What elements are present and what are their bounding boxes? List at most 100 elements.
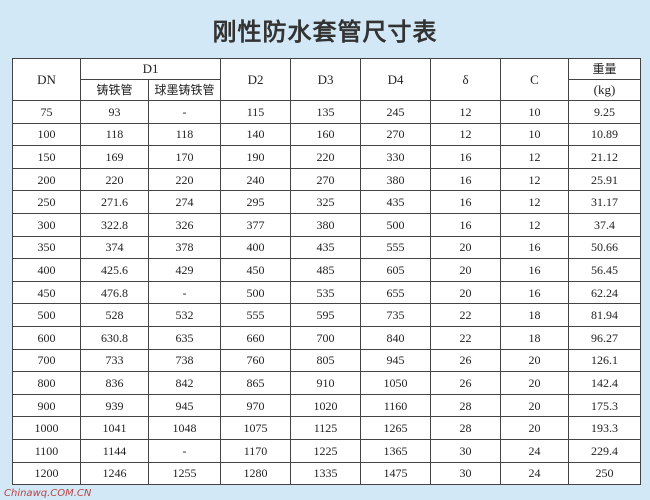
table-cell: 20 [500,393,570,418]
table-cell: 300 [12,212,81,237]
table-cell: 240 [220,167,292,192]
header-cell: 球墨铸铁管 [147,79,222,101]
table-cell: 326 [147,212,222,237]
table-cell: 595 [290,303,362,327]
table-cell: 738 [147,348,222,373]
table-cell: 12 [500,190,570,214]
table-row: 75 93-115 135 245 12 10 9.25 [12,100,642,124]
table-cell: 1000 [12,416,81,440]
table-row: 1200 1246 1255 1280 1335 1475 30 24 250 [12,461,642,486]
table-cell: 535 [290,280,362,305]
table-cell: 429 [147,258,222,282]
table-cell: 28 [430,393,502,418]
table-cell: 75 [12,100,81,124]
table-cell: 1041 [80,416,149,440]
table-cell: 118 [80,122,149,147]
table-cell: - [147,100,222,124]
table-cell: 160 [290,122,362,147]
table-cell: 100 [12,122,81,147]
table-cell: 20 [500,416,570,440]
table-cell: 26 [430,371,502,395]
table-cell: 250 [12,190,81,214]
table-cell: 555 [220,303,292,327]
table-cell: 1255 [147,461,222,486]
table-cell: 142.4 [568,371,642,395]
table-cell: 30 [430,438,502,463]
table-cell: 22 [430,325,502,350]
header-cell: D2 [220,58,292,101]
table-row: 300 322.8 326 377 380 500 16 12 37.4 [12,212,642,237]
table-cell: 1335 [290,461,362,486]
table-cell: 1050 [360,371,432,395]
size-table: DN D1 D2 D3 D4 δ C 重量 铸铁管 球墨铸铁管 (kg) 75 9… [12,58,642,486]
table-cell: 425.6 [80,258,149,282]
table-cell: 220 [80,167,149,192]
table-cell: 450 [220,258,292,282]
table-cell: 22 [430,303,502,327]
table-cell: 1225 [290,438,362,463]
table-cell: 271.6 [80,190,149,214]
table-cell: 450 [12,280,81,305]
table-cell: 528 [80,303,149,327]
table-cell: 229.4 [568,438,642,463]
table-cell: 1144 [80,438,149,463]
table-cell: 1075 [220,416,292,440]
table-cell: 735 [360,303,432,327]
header-cell: D3 [290,58,362,101]
table-cell: 1100 [12,438,81,463]
table-cell: 700 [290,325,362,350]
table-cell: 28 [430,416,502,440]
table-cell: 378 [147,235,222,260]
table-cell: 24 [500,461,570,486]
table-cell: 18 [500,325,570,350]
table-cell: - [147,280,222,305]
table-cell: 30 [430,461,502,486]
table-row: 700 733 738 760 805 945 26 20 126.1 [12,348,642,373]
table-cell: 169 [80,145,149,169]
table-cell: 118 [147,122,222,147]
table-cell: 16 [430,190,502,214]
table-cell: 939 [80,393,149,418]
table-body: 75 93-115 135 245 12 10 9.25 100 118 118 140 160 270… [12,100,642,486]
table-cell: 1365 [360,438,432,463]
table-cell: 135 [290,100,362,124]
table-cell: 56.45 [568,258,642,282]
header-cell: δ [430,58,502,101]
table-cell: 274 [147,190,222,214]
table-row: 450 476.8-500 535 655 20 16 62.24 [12,280,642,305]
table-cell: 115 [220,100,292,124]
header-cell: C [500,58,570,101]
table-cell: 20 [500,348,570,373]
table-cell: 532 [147,303,222,327]
table-cell: 1170 [220,438,292,463]
table-cell: 12 [500,145,570,169]
table-cell: 20 [430,280,502,305]
table-cell: 380 [290,212,362,237]
table-cell: 733 [80,348,149,373]
table-cell: 220 [147,167,222,192]
table-row: 500 528 532 555 595 735 22 18 81.94 [12,303,642,327]
table-cell: 476.8 [80,280,149,305]
table-cell: 1246 [80,461,149,486]
table-cell: 10 [500,100,570,124]
table-cell: 140 [220,122,292,147]
header-cell: 铸铁管 [80,79,149,101]
header-cell: (kg) [568,79,642,101]
table-cell: 170 [147,145,222,169]
table-cell: 96.27 [568,325,642,350]
header-cell: DN [12,58,81,101]
table-cell: 1160 [360,393,432,418]
table-cell: 12 [500,212,570,237]
table-cell: 630.8 [80,325,149,350]
table-cell: 31.17 [568,190,642,214]
table-cell: 245 [360,100,432,124]
table-cell: 1280 [220,461,292,486]
table-cell: 150 [12,145,81,169]
table-cell: 600 [12,325,81,350]
table-cell: - [147,438,222,463]
table-cell: 555 [360,235,432,260]
table-cell: 16 [500,280,570,305]
table-cell: 350 [12,235,81,260]
table-cell: 435 [290,235,362,260]
table-cell: 16 [430,212,502,237]
